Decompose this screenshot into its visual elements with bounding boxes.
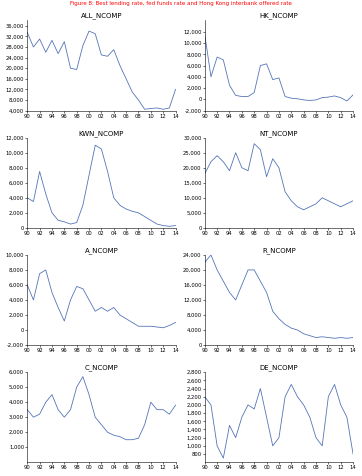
- Title: R_NCOMP: R_NCOMP: [262, 247, 296, 254]
- Title: NT_NCOMP: NT_NCOMP: [260, 130, 298, 137]
- Title: KWN_NCOMP: KWN_NCOMP: [79, 130, 124, 137]
- Title: C_NCOMP: C_NCOMP: [84, 364, 118, 371]
- Title: ALL_NCOMP: ALL_NCOMP: [81, 13, 122, 20]
- Title: DE_NCOMP: DE_NCOMP: [260, 364, 298, 371]
- Title: A_NCOMP: A_NCOMP: [84, 247, 118, 254]
- Text: Figure 8: Best lending rate, fed funds rate and Hong Kong interbank offered rate: Figure 8: Best lending rate, fed funds r…: [70, 1, 292, 6]
- Title: HK_NCOMP: HK_NCOMP: [260, 13, 298, 20]
